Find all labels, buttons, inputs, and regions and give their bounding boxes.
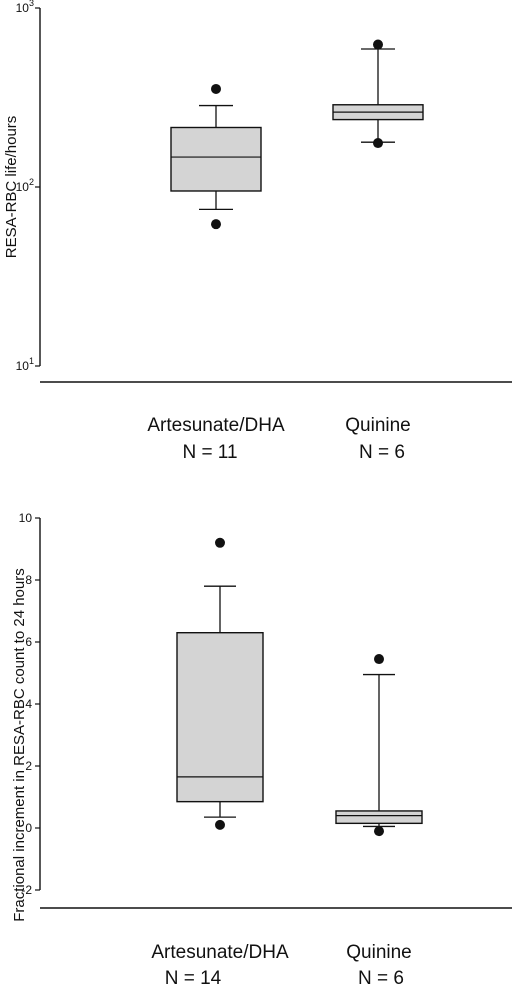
y-tick-label: 0 xyxy=(25,821,32,835)
y-tick-base: 10 xyxy=(16,180,30,194)
outlier-point xyxy=(215,819,225,830)
outlier-point xyxy=(373,138,383,149)
iqr-box xyxy=(335,810,423,825)
y-tick-exponent: 3 xyxy=(29,0,34,8)
iqr-box xyxy=(170,126,262,192)
outlier-point xyxy=(374,826,384,837)
category-label: Artesunate/DHA xyxy=(147,415,285,436)
box-group xyxy=(176,537,264,830)
y-axis-label: Fractional increment in RESA-RBC count t… xyxy=(11,568,28,922)
sample-size-label: N = 14 xyxy=(165,968,222,986)
box-group xyxy=(332,39,424,149)
y-tick-label: 4 xyxy=(25,697,32,711)
y-tick-exponent: 2 xyxy=(29,177,34,187)
y-tick-label: 103 xyxy=(16,0,34,15)
y-tick-base: 10 xyxy=(16,1,30,15)
category-label: Artesunate/DHA xyxy=(151,942,289,963)
y-tick-label: 8 xyxy=(25,573,32,587)
category-label: Quinine xyxy=(345,415,411,436)
y-tick-label: 10 xyxy=(19,511,33,525)
y-tick-base: 10 xyxy=(16,359,30,373)
outlier-point xyxy=(215,537,225,548)
y-axis-label: RESA-RBC life/hours xyxy=(3,116,20,259)
box-group xyxy=(170,83,262,230)
y-tick-exponent: 1 xyxy=(29,356,34,366)
sample-size-label: N = 11 xyxy=(182,442,237,463)
y-tick-label: 2 xyxy=(25,759,32,773)
y-tick-label: 6 xyxy=(25,635,32,649)
panel-bottom: -2 0 2 4 6 8 10 Fractional increment in RESA-RB… xyxy=(11,511,512,986)
y-tick-label: 102 xyxy=(16,177,34,194)
outlier-point xyxy=(374,654,384,665)
box-group xyxy=(335,654,423,837)
iqr-box xyxy=(176,632,264,803)
sample-size-label: N = 6 xyxy=(358,968,404,986)
outlier-point xyxy=(211,83,221,94)
outlier-point xyxy=(211,219,221,230)
y-tick-label: -2 xyxy=(21,883,32,897)
sample-size-label: N = 6 xyxy=(359,442,405,463)
y-tick-label: 101 xyxy=(16,356,34,373)
category-label: Quinine xyxy=(346,942,412,963)
outlier-point xyxy=(373,39,383,50)
